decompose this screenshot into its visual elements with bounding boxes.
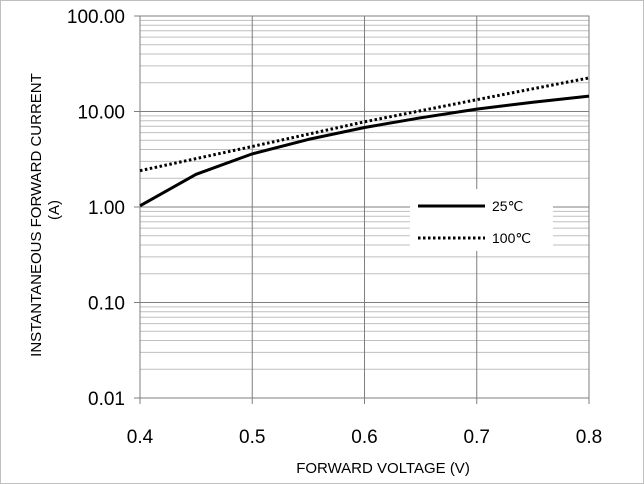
y-tick-labels: 0.01 0.10 1.00 10.00 100.00 xyxy=(67,7,125,410)
legend-label-25c: 25℃ xyxy=(492,198,523,214)
series-line-25c xyxy=(139,94,590,208)
y-tick-label: 1.00 xyxy=(88,198,125,219)
y-axis-title-line-2: (A) xyxy=(46,200,63,220)
legend: 25℃ 100℃ xyxy=(410,189,553,251)
plot-area-border xyxy=(139,15,590,399)
x-tick-label: 0.8 xyxy=(576,427,602,448)
x-tick-label: 0.5 xyxy=(239,427,265,448)
series-line-100c xyxy=(139,76,590,173)
y-axis-title: INSTANTANEOUS FORWARD CURRENT (A) xyxy=(28,73,63,357)
legend-background xyxy=(410,189,553,251)
y-axis-title-line-1: INSTANTANEOUS FORWARD CURRENT xyxy=(28,73,45,357)
y-tick-label: 0.10 xyxy=(88,294,125,315)
y-tick-label: 0.01 xyxy=(88,389,125,410)
legend-label-100c: 100℃ xyxy=(492,230,531,246)
x-tick-labels: 0.4 0.5 0.6 0.7 0.8 xyxy=(127,427,602,448)
y-tick-label: 10.00 xyxy=(77,103,125,124)
series-layer xyxy=(139,76,590,208)
x-tick-label: 0.4 xyxy=(127,427,154,448)
x-tick-label: 0.7 xyxy=(464,427,490,448)
x-axis-title: FORWARD VOLTAGE (V) xyxy=(296,460,470,477)
y-tick-label: 100.00 xyxy=(67,7,125,28)
x-tick-label: 0.6 xyxy=(351,427,377,448)
